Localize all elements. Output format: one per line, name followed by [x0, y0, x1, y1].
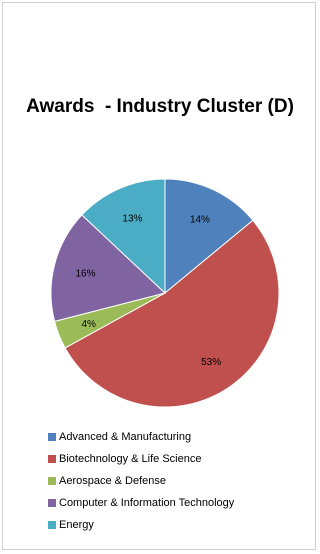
legend-item-aerospace-defense: Aerospace & Defense — [48, 470, 234, 492]
pie-slice-energy — [81, 178, 166, 295]
chart-legend: Advanced & Manufacturing Biotechnology & … — [48, 426, 234, 536]
pie-label-computer-information-technology: 16% — [75, 269, 95, 280]
pie-slice-advanced-manufacturing — [164, 178, 254, 295]
chart-title: Awards - Industry Cluster (D) — [26, 96, 294, 117]
legend-swatch — [48, 521, 56, 529]
legend-swatch — [48, 499, 56, 507]
legend-swatch — [48, 433, 56, 441]
pie-label-advanced-manufacturing: 14% — [190, 215, 210, 226]
legend-swatch — [48, 477, 56, 485]
pie-label-energy: 13% — [122, 214, 142, 225]
pie-slice-biotechnology-life-science — [64, 219, 280, 408]
legend-label: Biotechnology & Life Science — [59, 453, 202, 465]
legend-item-energy: Energy — [48, 514, 234, 536]
legend-item-computer-information-technology: Computer & Information Technology — [48, 492, 234, 514]
legend-item-advanced-manufacturing: Advanced & Manufacturing — [48, 426, 234, 448]
pie-slice-computer-information-technology — [50, 214, 167, 322]
legend-label: Aerospace & Defense — [59, 475, 167, 487]
legend-label: Energy — [59, 519, 94, 531]
pie-label-aerospace-defense: 4% — [81, 319, 96, 330]
legend-item-biotechnology-life-science: Biotechnology & Life Science — [48, 448, 234, 470]
pie-label-biotechnology-life-science: 53% — [201, 357, 221, 368]
legend-label: Computer & Information Technology — [59, 497, 235, 509]
legend-label: Advanced & Manufacturing — [59, 431, 192, 443]
legend-swatch — [48, 455, 56, 463]
